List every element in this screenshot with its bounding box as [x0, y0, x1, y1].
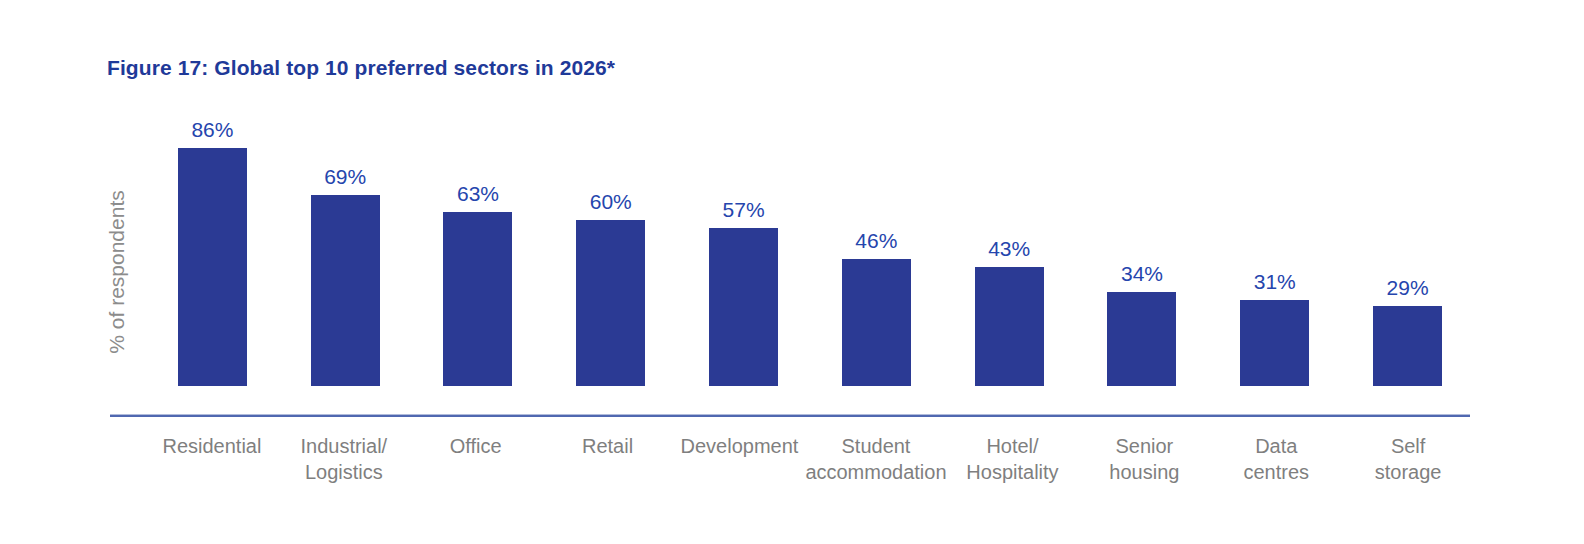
plot-area: 86% 69% 63% 60% 57% 46% 43% 34% 31% 29%	[146, 98, 1474, 386]
bar-value-label: 63%	[457, 182, 499, 206]
bar-value-label: 69%	[324, 165, 366, 189]
chart-title: Figure 17: Global top 10 preferred secto…	[107, 56, 615, 80]
bar-column: 57%	[677, 198, 810, 386]
bar-column: 43%	[943, 237, 1076, 386]
category-label: Development	[674, 433, 806, 459]
bar-column: 69%	[279, 165, 412, 386]
bar-value-label: 46%	[855, 229, 897, 253]
bar-column: 31%	[1208, 270, 1341, 386]
figure-canvas: Figure 17: Global top 10 preferred secto…	[0, 0, 1584, 544]
bar	[1373, 306, 1442, 386]
bar-value-label: 34%	[1121, 262, 1163, 286]
bar-column: 86%	[146, 118, 279, 386]
bar	[842, 259, 911, 386]
bar	[576, 220, 645, 386]
category-label: Residential	[146, 433, 278, 459]
bar-value-label: 31%	[1254, 270, 1296, 294]
category-label: Datacentres	[1210, 433, 1342, 485]
category-label: Industrial/Logistics	[278, 433, 410, 485]
bar-value-label: 86%	[191, 118, 233, 142]
x-axis-labels: ResidentialIndustrial/LogisticsOfficeRet…	[146, 433, 1474, 485]
bar-column: 63%	[412, 182, 545, 386]
y-axis-label: % of respondents	[105, 190, 129, 353]
bar-column: 60%	[544, 190, 677, 386]
bar	[311, 195, 380, 386]
bar	[709, 228, 778, 386]
bar-value-label: 29%	[1387, 276, 1429, 300]
bar	[975, 267, 1044, 386]
category-label: Studentaccommodation	[805, 433, 946, 485]
bar-value-label: 60%	[590, 190, 632, 214]
x-axis-line	[110, 415, 1470, 417]
bar	[1240, 300, 1309, 386]
category-label: Seniorhousing	[1078, 433, 1210, 485]
bar-column: 34%	[1076, 262, 1209, 386]
bar	[443, 212, 512, 386]
bar	[178, 148, 247, 386]
bar-column: 46%	[810, 229, 943, 386]
category-label: Retail	[542, 433, 674, 459]
bar-value-label: 43%	[988, 237, 1030, 261]
category-label: Office	[410, 433, 542, 459]
bar-column: 29%	[1341, 276, 1474, 386]
category-label: Selfstorage	[1342, 433, 1474, 485]
category-label: Hotel/Hospitality	[947, 433, 1079, 485]
bar	[1107, 292, 1176, 386]
bar-value-label: 57%	[723, 198, 765, 222]
